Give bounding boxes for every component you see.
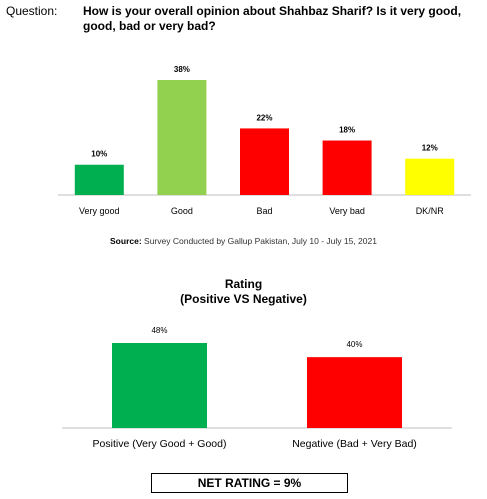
bar-bad (240, 128, 289, 195)
category-label: Positive (Very Good + Good) (93, 438, 227, 450)
category-label: Bad (256, 206, 272, 216)
rating-title-line-2: (Positive VS Negative) (180, 292, 307, 306)
bar-dk-nr (405, 158, 455, 195)
bar-negative (307, 357, 402, 428)
category-label: DK/NR (416, 206, 445, 216)
bar-positive (112, 343, 207, 428)
opinion-bar-chart: 10% Very good 38% Good 22% Bad 18% Very bad 12% D… (58, 65, 471, 216)
bar-very-bad (322, 140, 372, 195)
data-label: 12% (422, 144, 438, 153)
rating-chart-title: Rating (Positive VS Negative) (0, 277, 487, 307)
data-label: 10% (91, 150, 107, 159)
rating-title-line-1: Rating (224, 277, 263, 291)
category-label: Good (171, 206, 193, 216)
question-label: Question: (6, 4, 58, 18)
category-label: Very bad (329, 206, 365, 216)
category-label: Negative (Bad + Very Bad) (292, 438, 417, 450)
net-rating-box: NET RATING = 9% (151, 473, 348, 493)
question-text-line-2: good, bad or very bad? (83, 19, 216, 33)
data-label: 40% (346, 340, 362, 349)
data-label: 48% (151, 326, 167, 335)
category-label: Very good (79, 206, 120, 216)
rating-bar-chart: 48% Positive (Very Good + Good) 40% Negativ… (62, 326, 452, 450)
data-label: 38% (174, 65, 190, 74)
bar-good (157, 80, 207, 195)
data-label: 18% (339, 126, 355, 135)
bar-very-good (74, 164, 124, 195)
source-note: Source: Survey Conducted by Gallup Pakis… (0, 236, 487, 246)
question-text-line-1: How is your overall opinion about Shahba… (83, 4, 462, 18)
data-label: 22% (256, 113, 272, 122)
question-text: How is your overall opinion about Shahba… (83, 4, 483, 34)
source-text: Survey Conducted by Gallup Pakistan, Jul… (141, 236, 377, 246)
source-label: Source: (110, 236, 142, 246)
